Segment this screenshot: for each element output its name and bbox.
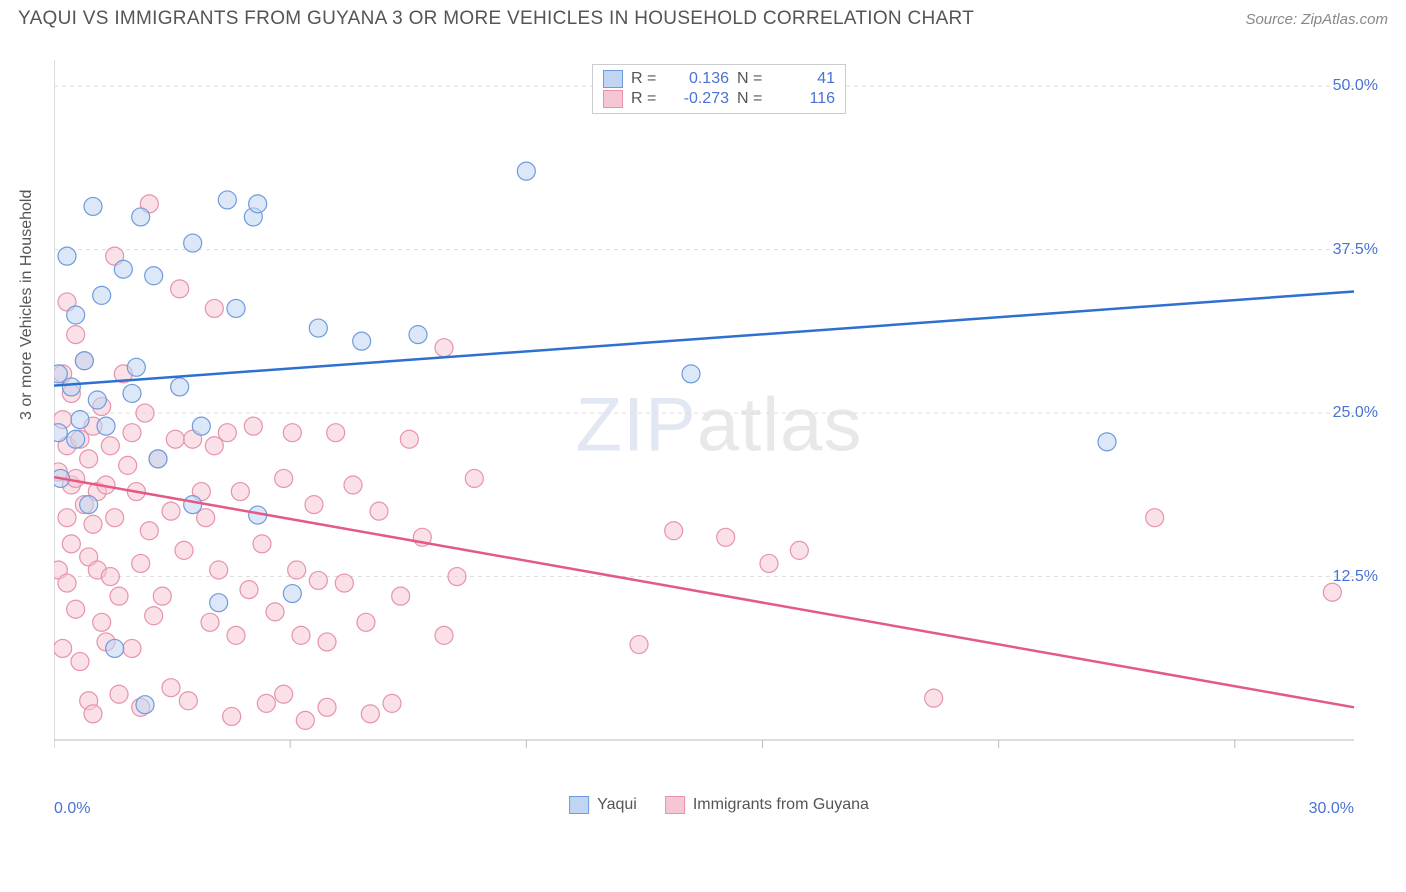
y-tick-label: 50.0% [1333,77,1378,95]
legend-item-guyana: Immigrants from Guyana [665,796,869,814]
r-label: R = [631,90,661,108]
legend-item-yaqui: Yaqui [569,796,637,814]
swatch-yaqui [603,70,623,88]
stats-row-yaqui: R = 0.136 N = 41 [603,69,835,89]
n-value-guyana: 116 [775,90,835,108]
legend-label-guyana: Immigrants from Guyana [693,796,869,814]
chart-area: ZIPatlas R = 0.136 N = 41 R = -0.273 N =… [54,60,1384,820]
scatter-plot [54,60,1384,820]
y-tick-label: 25.0% [1333,404,1378,422]
y-tick-label: 12.5% [1333,568,1378,586]
x-tick-label: 0.0% [54,800,90,818]
header: YAQUI VS IMMIGRANTS FROM GUYANA 3 OR MOR… [0,0,1406,34]
stats-box: R = 0.136 N = 41 R = -0.273 N = 116 [592,64,846,114]
n-label: N = [737,70,767,88]
r-value-guyana: -0.273 [669,90,729,108]
stats-row-guyana: R = -0.273 N = 116 [603,89,835,109]
r-value-yaqui: 0.136 [669,70,729,88]
source-label: Source: ZipAtlas.com [1245,11,1388,28]
legend-swatch-guyana [665,796,685,814]
r-label: R = [631,70,661,88]
y-tick-label: 37.5% [1333,241,1378,259]
swatch-guyana [603,90,623,108]
legend-swatch-yaqui [569,796,589,814]
bottom-legend: Yaqui Immigrants from Guyana [569,796,869,814]
n-label: N = [737,90,767,108]
x-tick-label: 30.0% [1309,800,1354,818]
chart-title: YAQUI VS IMMIGRANTS FROM GUYANA 3 OR MOR… [18,8,974,30]
legend-label-yaqui: Yaqui [597,796,637,814]
y-axis-label: 3 or more Vehicles in Household [18,190,36,420]
n-value-yaqui: 41 [775,70,835,88]
